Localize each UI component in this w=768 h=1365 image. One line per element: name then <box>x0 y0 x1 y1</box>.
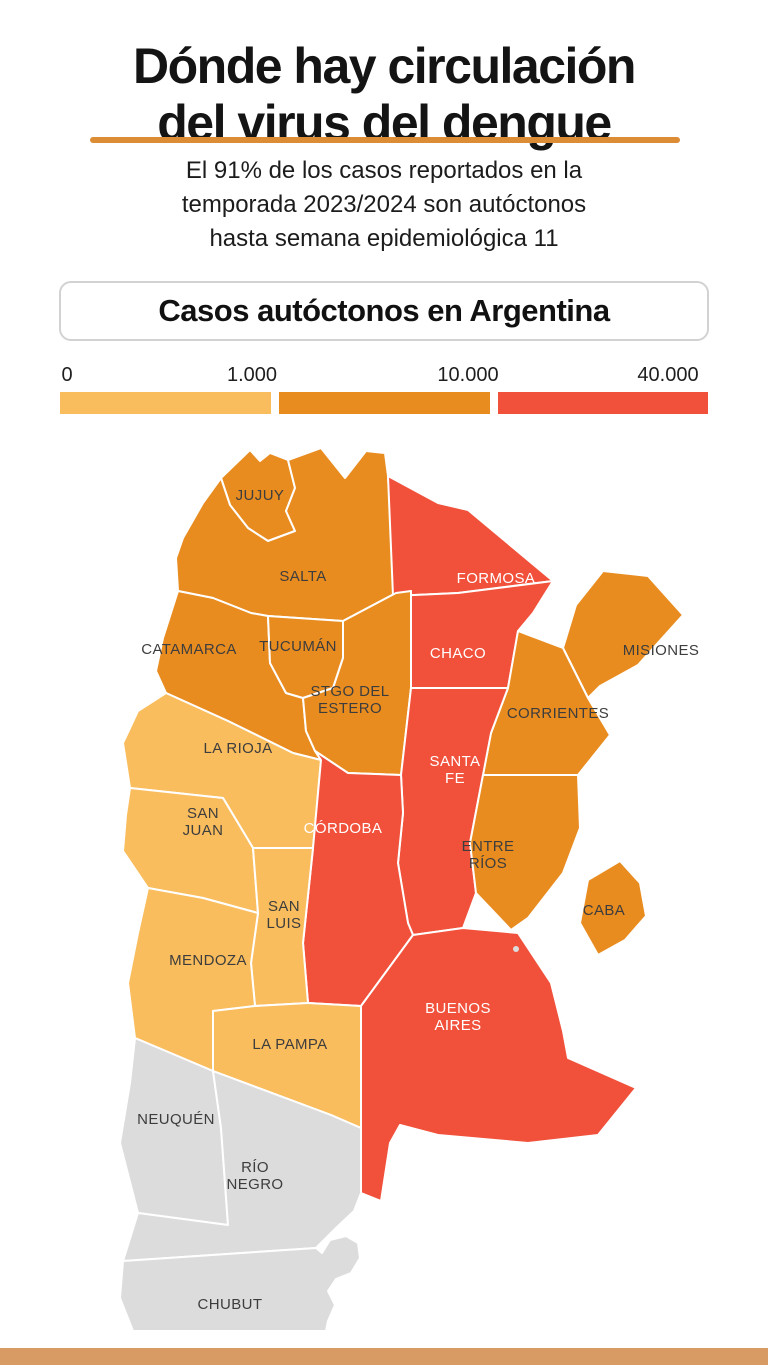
legend-swatch-high <box>498 392 708 414</box>
province-stgo <box>302 590 412 776</box>
title-underline <box>90 137 680 143</box>
subtitle-line-3: hasta semana epidemiológica 11 <box>209 225 559 252</box>
province-label-catamarca: CATAMARCA <box>141 641 237 658</box>
section-title-box: Casos autóctonos en Argentina <box>59 281 709 341</box>
province-label-entrerios: ENTRE RÍOS <box>462 838 515 872</box>
province-label-stgo: STGO DEL ESTERO <box>310 683 389 717</box>
province-label-jujuy: JUJUY <box>236 487 285 504</box>
legend-swatch-mid <box>279 392 490 414</box>
province-label-chubut: CHUBUT <box>198 1296 263 1313</box>
province-label-corrientes: CORRIENTES <box>507 705 609 722</box>
province-buenosaires <box>360 927 637 1202</box>
province-label-sanjuan: SAN JUAN <box>183 805 224 839</box>
subtitle-line-2: temporada 2023/2024 son autóctonos <box>181 191 587 218</box>
legend-stop-0: 0 <box>61 364 73 386</box>
province-label-rionegro: RÍO NEGRO <box>226 1159 283 1193</box>
section-title: Casos autóctonos en Argentina <box>158 293 610 328</box>
province-label-caba: CABA <box>583 902 625 919</box>
province-label-formosa: FORMOSA <box>457 570 536 587</box>
province-misiones <box>562 570 684 699</box>
province-entrerios <box>469 774 581 931</box>
subtitle-line-1: El 91% de los casos reportados en la <box>185 157 583 184</box>
province-label-santafe: SANTA FE <box>430 753 481 787</box>
province-caba <box>579 860 647 956</box>
province-label-buenosaires: BUENOS AIRES <box>425 1000 491 1034</box>
legend-stop-10000: 10.000 <box>437 364 499 386</box>
legend-stop-1000: 1.000 <box>226 364 278 386</box>
legend-stop-40000: 40.000 <box>637 364 699 386</box>
subtitle: El 91% de los casos reportados en la temp… <box>0 154 768 256</box>
province-chubut <box>119 1235 361 1332</box>
small-island <box>513 946 519 952</box>
province-label-neuquen: NEUQUÉN <box>137 1111 215 1128</box>
province-label-misiones: MISIONES <box>623 642 700 659</box>
province-rionegro <box>122 1070 362 1262</box>
province-label-tucuman: TUCUMÁN <box>259 638 337 655</box>
province-label-salta: SALTA <box>279 568 326 585</box>
title-line-1: Dónde hay circulación <box>133 37 636 94</box>
legend-swatch-low <box>60 392 271 414</box>
province-label-larioja: LA RIOJA <box>203 740 272 757</box>
province-label-mendoza: MENDOZA <box>169 952 247 969</box>
province-label-cordoba: CÓRDOBA <box>304 820 383 837</box>
argentina-map: JUJUY SALTA FORMOSA CATAMARCA TUCUMÁN CHACO MI… <box>108 443 708 1333</box>
footer-bar <box>0 1348 768 1365</box>
province-label-sanluis: SAN LUIS <box>267 898 302 932</box>
province-label-chaco: CHACO <box>430 645 486 662</box>
page-title: Dónde hay circulación del virus del dengu… <box>0 38 768 152</box>
province-label-lapampa: LA PAMPA <box>252 1036 327 1053</box>
province-salta <box>175 447 397 622</box>
